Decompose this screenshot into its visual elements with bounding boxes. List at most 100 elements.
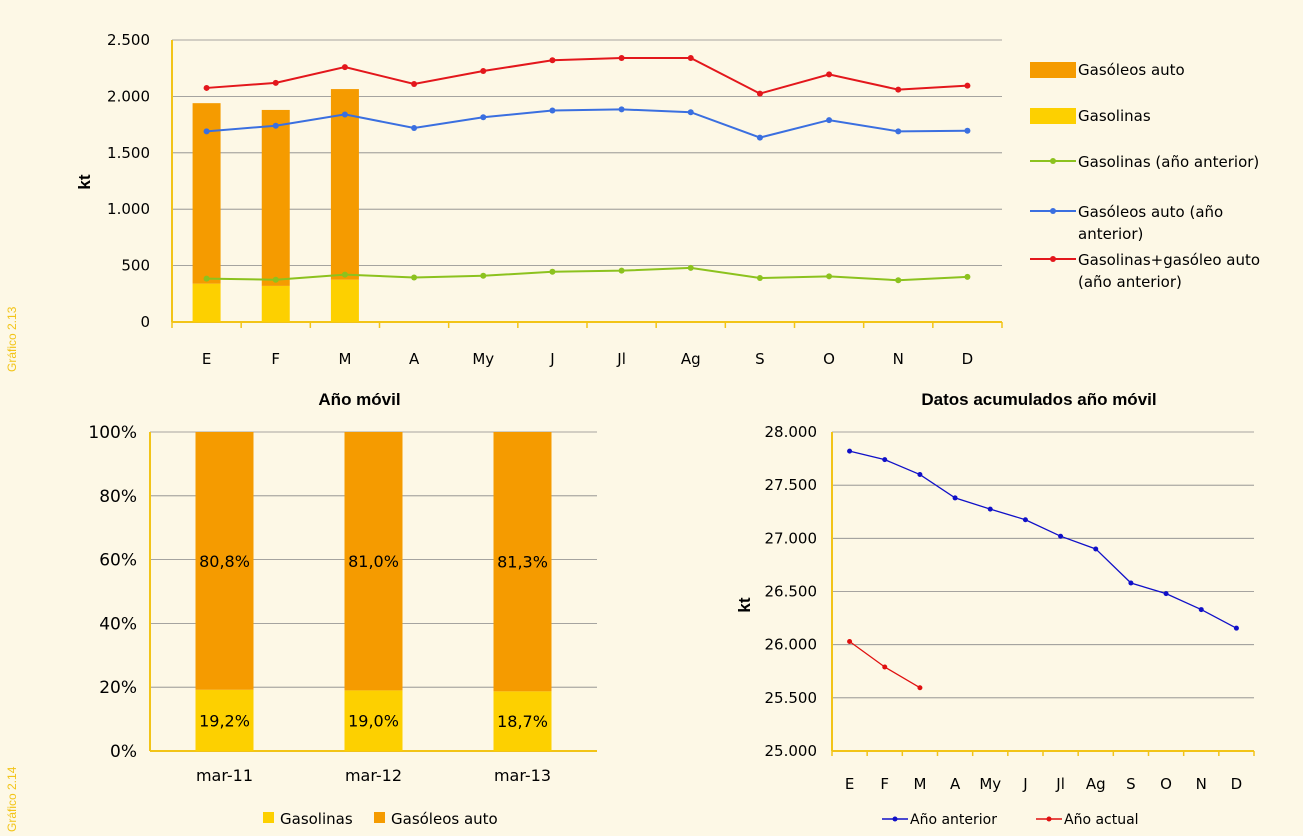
data-point [964, 82, 971, 89]
bar-gasoleos [493, 432, 552, 692]
x-tick-label: Jl [616, 350, 626, 368]
y-tick-label: 0% [110, 742, 137, 762]
series-line [206, 266, 968, 282]
legend-swatch [374, 812, 385, 823]
y-tick-label: 60% [99, 551, 137, 571]
data-point [917, 685, 923, 691]
data-point [480, 272, 487, 279]
data-point [618, 267, 625, 274]
data-point [964, 273, 971, 280]
data-point [203, 275, 210, 282]
bar-gasoleos [195, 432, 254, 690]
x-tick-label: Jl [1055, 775, 1065, 793]
monthly-chart: 0 500 1.000 1.500 2.000 2.500 kt E F M A My J Jl Ag S O N… [75, 31, 1260, 368]
data-point [272, 276, 279, 283]
x-tick-label: mar-13 [494, 766, 551, 785]
data-point [847, 448, 853, 454]
bar-gasolinas [344, 690, 403, 751]
legend-marker [1050, 158, 1056, 164]
legend-label: Año anterior [910, 812, 997, 828]
y-tick-label: 100% [88, 423, 137, 443]
data-label: 81,0% [348, 552, 399, 571]
data-point [411, 124, 418, 131]
x-tick-label: E [202, 350, 211, 368]
x-tick-label: My [472, 350, 494, 368]
y-axis-label: kt [735, 597, 754, 612]
series-line [206, 57, 968, 95]
y-tick-label: 25.000 [765, 742, 818, 760]
bar-gasolinas [330, 279, 359, 322]
y-tick-label: 1.000 [107, 200, 150, 218]
x-tick-label: M [338, 350, 351, 368]
data-point [1163, 591, 1169, 597]
bar-gasolinas [493, 691, 552, 751]
data-point [917, 472, 923, 478]
y-tick-label: 28.000 [765, 423, 818, 441]
x-tick-label: E [845, 775, 854, 793]
cumulative-chart: Datos acumulados año móvil 25.000 25.500 26… [735, 390, 1255, 828]
legend-label: Gasóleos auto [1078, 61, 1185, 79]
legend-label: Año actual [1064, 812, 1139, 828]
data-point [549, 107, 556, 114]
data-point [847, 638, 853, 644]
data-point [549, 57, 556, 64]
x-tick-label: Ag [681, 350, 701, 368]
data-label: 19,2% [199, 711, 250, 730]
data-point [549, 268, 556, 275]
x-tick-label: F [880, 775, 889, 793]
x-tick-label: N [1196, 775, 1207, 793]
y-tick-label: 500 [121, 257, 150, 275]
x-tick-label: Ag [1086, 775, 1106, 793]
x-tick-label: A [409, 350, 420, 368]
legend-swatch [263, 812, 274, 823]
bar-gasoleos [261, 109, 290, 286]
data-point [826, 117, 833, 124]
legend-label-line: (año anterior) [1078, 273, 1182, 291]
data-point [203, 84, 210, 91]
data-point [895, 277, 902, 284]
data-point [882, 457, 888, 463]
data-point [687, 55, 694, 62]
data-point [480, 68, 487, 75]
legend-swatch [1030, 62, 1076, 78]
data-label: 81,3% [497, 553, 548, 572]
data-point [411, 80, 418, 87]
x-tick-label: O [1160, 775, 1172, 793]
y-tick-label: 27.500 [765, 476, 818, 494]
x-tick-label: F [271, 350, 280, 368]
y-tick-label: 27.000 [765, 529, 818, 547]
data-point [411, 274, 418, 281]
legend-label-line: Gasóleos auto [1078, 61, 1185, 79]
y-tick-label: 26.000 [765, 636, 818, 654]
x-tick-label: O [823, 350, 835, 368]
legend-label: Gasolinas [280, 810, 353, 828]
bar-gasolinas [192, 283, 221, 322]
data-point [341, 271, 348, 278]
data-point [1058, 533, 1064, 539]
data-label: 80,8% [199, 552, 250, 571]
legend-label-line: Gasóleos auto (año [1078, 203, 1223, 221]
legend-label: Gasóleos auto (año anterior) [1078, 203, 1223, 243]
y-tick-label: 20% [99, 678, 137, 698]
legend-marker [1050, 208, 1056, 214]
x-tick-label: M [913, 775, 926, 793]
data-point [272, 122, 279, 129]
data-point [272, 79, 279, 86]
bar-gasolinas [195, 689, 254, 751]
x-tick-label: mar-12 [345, 766, 402, 785]
share-chart: Año móvil 0% 20% 40% 60% 80% 100% 19,2% 80,8% mar… [88, 390, 597, 828]
data-point [203, 128, 210, 135]
y-tick-label: 2.500 [107, 31, 150, 49]
legend-label-line: Gasolinas+gasóleo auto [1078, 251, 1260, 269]
data-label: 18,7% [497, 712, 548, 731]
data-point [618, 55, 625, 62]
data-point [895, 86, 902, 93]
legend-swatch [1030, 108, 1076, 124]
legend-label-line: Gasolinas [1078, 107, 1151, 125]
series-line [849, 450, 1237, 629]
x-tick-label: S [1126, 775, 1136, 793]
legend-label-line: anterior) [1078, 225, 1143, 243]
x-tick-label: D [1231, 775, 1243, 793]
data-point [687, 264, 694, 271]
y-tick-label: 40% [99, 614, 137, 634]
